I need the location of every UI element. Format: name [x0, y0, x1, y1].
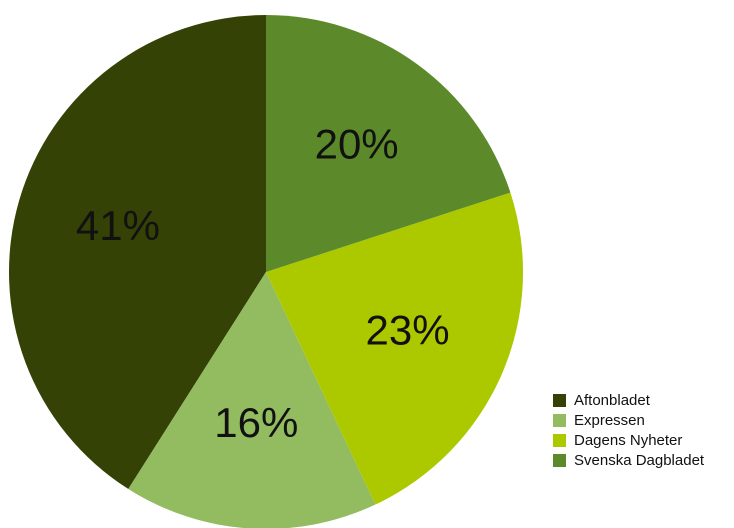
legend-swatch [553, 414, 566, 427]
pie-slice [266, 192, 523, 505]
legend-swatch [553, 434, 566, 447]
pie-slice [266, 15, 511, 272]
pie-slice [128, 272, 376, 528]
legend-label: Aftonbladet [574, 392, 651, 409]
legend-swatch [553, 394, 566, 407]
pie-slice [8, 15, 266, 489]
legend-label: Expressen [574, 412, 645, 429]
legend-label: Svenska Dagbladet [574, 452, 705, 469]
data-label: 41% [76, 202, 160, 249]
data-label: 23% [365, 306, 449, 353]
data-label: 20% [315, 120, 399, 167]
data-label: 16% [214, 399, 298, 446]
legend-swatch [553, 454, 566, 467]
legend-label: Dagens Nyheter [574, 432, 682, 449]
